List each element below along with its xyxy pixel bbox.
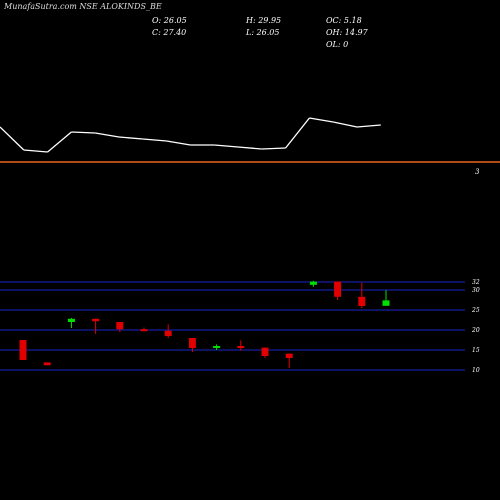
open-value: O: 26.05 [152,16,187,25]
candle-body [213,346,221,348]
candle-body [116,322,124,330]
y-tick-label: 20 [471,327,480,334]
y-tick-label: 25 [471,307,480,314]
candle-body [382,300,390,306]
line-segment [333,121,358,128]
y-tick-label: 30 [472,287,480,294]
candle-body [334,281,342,297]
candle-body [358,296,366,306]
chart-title: MunafaSutra.com NSE ALOKINDS_BE [4,2,162,11]
line-segment [118,136,143,140]
line-segment [261,147,286,150]
line-segment [166,140,191,146]
line-segment [71,131,96,134]
candle-body [92,318,100,322]
candle-body [43,362,51,366]
oh-value: OH: 14.97 [326,28,368,37]
line-segment [285,117,310,149]
candle-body [67,318,75,322]
candle-body [261,347,269,356]
candle-body [164,330,172,336]
y-tick-label: 32 [472,279,480,286]
candle-body [188,338,196,348]
candle-body [285,353,293,358]
high-value: H: 29.95 [246,16,282,25]
line-segment [142,138,167,142]
volume-panel-label: 3 [475,168,480,176]
line-segment [47,131,72,153]
candle-body [309,281,317,285]
line-segment [95,132,120,138]
line-segment [309,117,334,123]
y-tick-label: 10 [472,367,480,374]
line-segment [356,124,381,128]
oc-value: OC: 5.18 [326,16,362,25]
candle-body [19,340,27,360]
line-segment [0,126,25,151]
low-value: L: 26.05 [246,28,280,37]
y-tick-label: 15 [472,347,480,354]
candle-body [237,346,245,348]
line-segment [23,149,48,153]
candle-body [140,329,148,332]
close-value: C: 27.40 [152,28,187,37]
line-segment [214,144,239,148]
line-segment [237,146,262,150]
ol-value: OL: 0 [326,40,349,49]
